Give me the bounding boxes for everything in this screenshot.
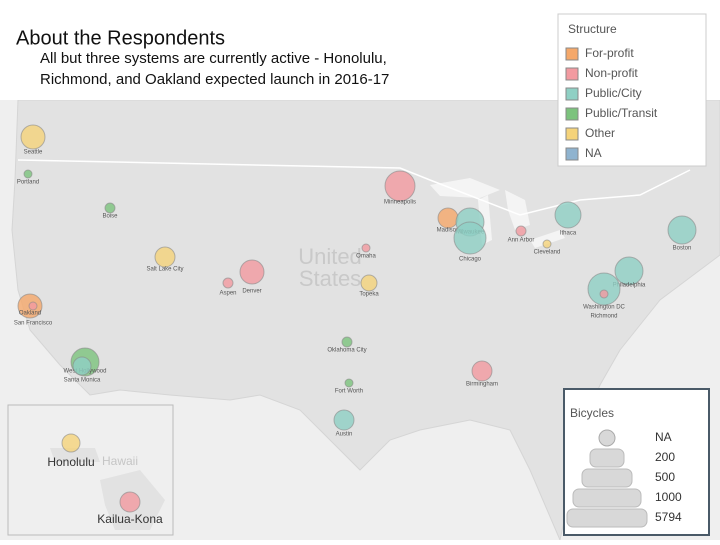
inset-label: Hawaii — [102, 454, 138, 468]
city-label: Honolulu — [47, 455, 94, 469]
city-label: Seattle — [24, 150, 43, 156]
city-label: Minneapolis — [384, 200, 416, 206]
legend-label: 200 — [655, 450, 675, 464]
legend-swatch — [565, 87, 579, 101]
city-label: Aspen — [219, 291, 236, 297]
legend-label: 500 — [655, 470, 675, 484]
city-label: Boise — [102, 214, 118, 220]
city-label: San Francisco — [14, 321, 53, 327]
city-marker — [239, 259, 265, 285]
legend-swatch — [565, 107, 579, 121]
legend-swatch — [565, 47, 579, 61]
city-marker — [471, 360, 493, 382]
legend-label: Public/Transit — [585, 106, 658, 120]
city-label: Denver — [242, 289, 261, 295]
city-label: Portland — [17, 180, 39, 186]
legend-label: 1000 — [655, 490, 682, 504]
city-marker — [28, 301, 38, 311]
city-marker — [361, 243, 371, 253]
city-marker — [599, 289, 609, 299]
city-marker — [360, 274, 378, 292]
city-marker — [23, 169, 33, 179]
city-marker — [341, 336, 353, 348]
city-label: Chicago — [459, 257, 482, 263]
legend-swatch — [565, 147, 579, 161]
size-swatch — [598, 429, 616, 447]
city-marker — [667, 215, 697, 245]
legend-swatch — [565, 67, 579, 81]
size-swatch — [572, 488, 642, 508]
island — [50, 448, 100, 462]
city-marker — [587, 272, 621, 306]
city-marker — [61, 433, 81, 453]
legend-title: Structure — [568, 22, 617, 36]
city-label: Omaha — [356, 254, 376, 260]
city-marker — [344, 378, 354, 388]
city-marker — [614, 256, 644, 286]
size-swatch — [589, 448, 625, 468]
city-label: Oakland — [19, 311, 41, 317]
lake — [505, 190, 530, 230]
city-marker — [20, 124, 46, 150]
city-marker — [104, 202, 116, 214]
subtitle: Richmond, and Oakland expected launch in… — [40, 71, 389, 88]
city-label: Ann Arbor — [508, 238, 535, 244]
city-marker — [72, 356, 92, 376]
city-label: Santa Monica — [64, 378, 101, 384]
lake — [530, 230, 565, 248]
city-label: Richmond — [590, 314, 617, 320]
title: About the Respondents — [16, 27, 225, 49]
lake — [430, 178, 500, 198]
city-marker — [222, 277, 234, 289]
city-marker — [437, 207, 459, 229]
city-marker — [554, 201, 582, 229]
city-label: Oklahoma City — [327, 348, 366, 354]
city-label: Philadelphia — [613, 283, 646, 289]
city-marker — [542, 239, 552, 249]
city-label: Boston — [673, 246, 692, 252]
city-marker — [515, 225, 527, 237]
country-label: United — [298, 244, 362, 269]
city-label: Topeka — [359, 292, 379, 298]
city-marker — [119, 491, 141, 513]
country-label: States — [299, 266, 361, 291]
legend-title: Bicycles — [570, 406, 614, 420]
city-label: Salt Lake City — [146, 267, 183, 273]
city-label: Birmingham — [466, 382, 498, 388]
city-label: Austin — [336, 432, 353, 438]
city-marker — [333, 409, 355, 431]
legend-label: 5794 — [655, 510, 682, 524]
size-swatch — [566, 508, 648, 528]
size-swatch — [581, 468, 633, 488]
city-label: Cleveland — [534, 250, 561, 256]
legend-label: Other — [585, 126, 615, 140]
legend-label: For-profit — [585, 46, 634, 60]
city-marker — [154, 246, 176, 268]
city-marker — [453, 221, 487, 255]
city-label: Madison — [437, 228, 460, 234]
legend-label: Non-profit — [585, 66, 638, 80]
city-label: Washington DC — [583, 305, 625, 311]
structure-legend — [557, 13, 707, 167]
legend-label: Public/City — [585, 86, 642, 100]
legend-label: NA — [655, 430, 672, 444]
legend-swatch — [565, 127, 579, 141]
legend-label: NA — [585, 146, 602, 160]
city-label: Fort Worth — [335, 389, 363, 395]
city-label: Kailua-Kona — [97, 512, 163, 526]
subtitle: All but three systems are currently acti… — [40, 50, 387, 67]
city-marker — [384, 170, 416, 202]
border — [17, 159, 691, 216]
city-label: Ithaca — [560, 231, 577, 237]
